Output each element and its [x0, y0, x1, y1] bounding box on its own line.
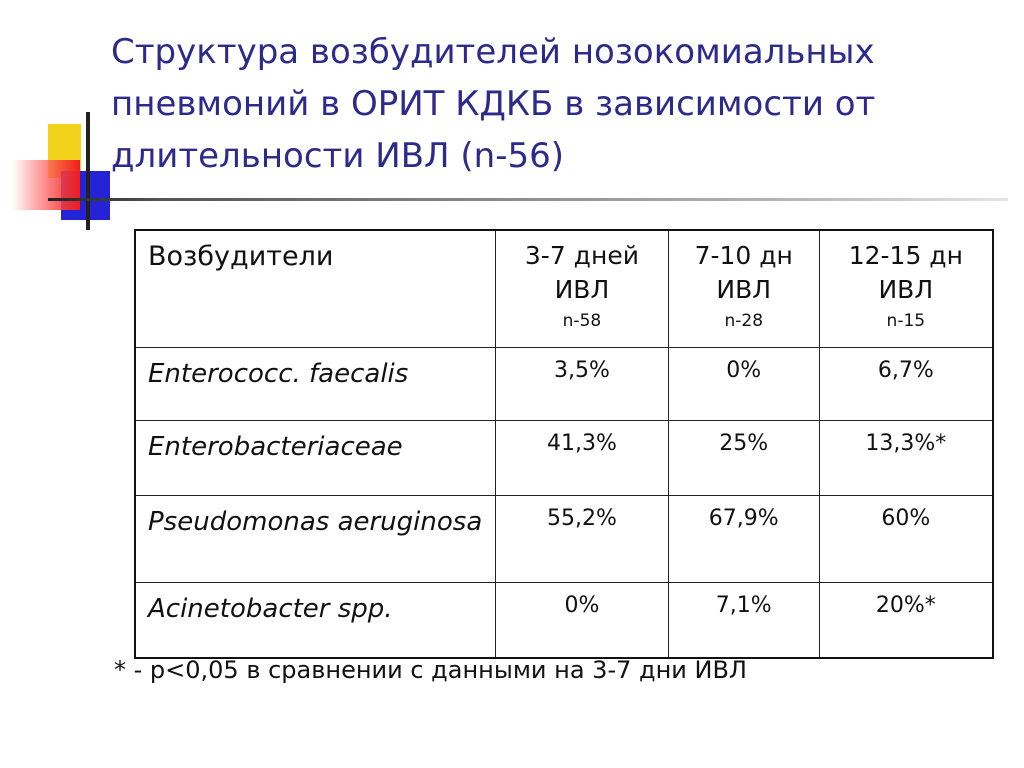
row-pathogen-name: Pseudomonas aeruginosa: [134, 495, 496, 583]
footnote: * - р<0,05 в сравнении с данными на 3-7 …: [114, 656, 747, 684]
row-value-3-7: 55,2%: [495, 495, 669, 583]
table-row: Acinetobacter spp. 0% 7,1% 20%*: [134, 582, 994, 659]
row-value-12-15: 60%: [818, 495, 994, 583]
header-col-1-line1: 3-7 дней: [524, 241, 639, 270]
header-col-1-n: n-58: [562, 311, 602, 331]
header-col-1-line2: ИВЛ: [554, 275, 610, 304]
header-col-3: 12-15 дн ИВЛ n-15: [818, 229, 994, 348]
row-value-7-10: 0%: [667, 347, 820, 421]
row-pathogen-name: Acinetobacter spp.: [134, 582, 496, 659]
header-col-2-line1: 7-10 дн: [694, 241, 793, 270]
row-pathogen-name: Enterococc. faecalis: [134, 347, 496, 421]
row-value-7-10: 25%: [667, 420, 820, 496]
slide-title: Структура возбудителей нозокомиальных пн…: [111, 32, 876, 176]
header-col-3-n: n-15: [886, 311, 926, 331]
row-value-3-7: 3,5%: [495, 347, 669, 421]
table-row: Enterobacteriaceae 41,3% 25% 13,3%*: [134, 420, 994, 496]
header-col-1: 3-7 дней ИВЛ n-58: [495, 229, 669, 348]
row-value-7-10: 7,1%: [667, 582, 820, 659]
row-pathogen-name: Enterobacteriaceae: [134, 420, 496, 496]
red-gradient-bar: [12, 160, 80, 210]
row-value-3-7: 41,3%: [495, 420, 669, 496]
header-pathogens: Возбудители: [134, 229, 496, 348]
row-value-3-7: 0%: [495, 582, 669, 659]
row-value-12-15: 6,7%: [818, 347, 994, 421]
table-row: Enterococc. faecalis 3,5% 0% 6,7%: [134, 347, 994, 421]
row-value-12-15: 13,3%*: [818, 420, 994, 496]
pathogen-table: Возбудители 3-7 дней ИВЛ n-58 7-10 дн ИВ…: [134, 229, 994, 659]
header-col-2: 7-10 дн ИВЛ n-28: [667, 229, 820, 348]
vertical-line: [86, 112, 90, 230]
header-col-2-line2: ИВЛ: [716, 275, 772, 304]
header-col-2-n: n-28: [724, 311, 764, 331]
table-header-row: Возбудители 3-7 дней ИВЛ n-58 7-10 дн ИВ…: [134, 229, 994, 348]
table-row: Pseudomonas aeruginosa 55,2% 67,9% 60%: [134, 495, 994, 583]
header-col-3-line2: ИВЛ: [878, 275, 934, 304]
title-underline: [48, 198, 1008, 201]
decorative-logo: [0, 0, 160, 240]
row-value-12-15: 20%*: [818, 582, 994, 659]
header-col-3-line1: 12-15 дн: [848, 241, 963, 270]
row-value-7-10: 67,9%: [667, 495, 820, 583]
